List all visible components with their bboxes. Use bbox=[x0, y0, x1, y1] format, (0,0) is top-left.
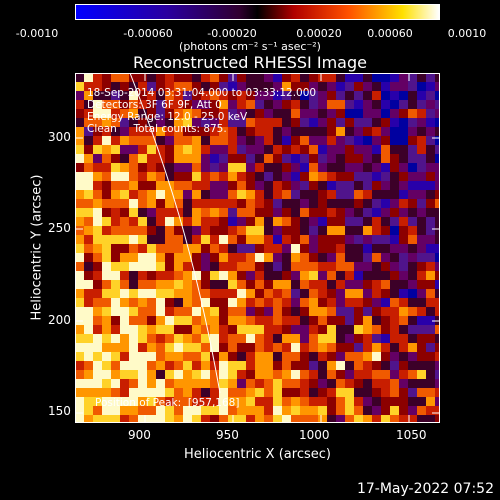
colorbar-tick: -0.00060 bbox=[123, 27, 173, 40]
y-tick-label: 250 bbox=[48, 221, 71, 235]
colorbar-tick: -0.0010 bbox=[15, 27, 59, 40]
time-range-label: 18-Sep-2014 03:31:04.000 to 03:33:12.000 bbox=[87, 87, 317, 99]
y-axis-label: Heliocentric Y (arcsec) bbox=[29, 174, 45, 321]
solar-limb-curve bbox=[129, 73, 221, 394]
y-tick-label: 200 bbox=[48, 313, 71, 327]
y-tick-label: 150 bbox=[48, 404, 71, 418]
image-pixels bbox=[75, 73, 440, 423]
axis-ticks bbox=[75, 73, 440, 423]
plot-title: Reconstructed RHESSI Image bbox=[133, 53, 367, 72]
colorbar-tick: -0.00020 bbox=[207, 27, 257, 40]
x-axis-label: Heliocentric X (arcsec) bbox=[184, 447, 331, 462]
colorbar-units: (photons cm⁻² s⁻¹ asec⁻²) bbox=[179, 40, 321, 53]
clean-counts-label: Clean Total counts: 875. bbox=[87, 123, 227, 135]
colorbar-gradient bbox=[76, 5, 439, 19]
colorbar bbox=[75, 4, 440, 20]
image-canvas bbox=[75, 73, 440, 423]
energy-range-label: Energy Range: 12.0 - 25.0 keV bbox=[87, 111, 248, 123]
x-tick-label: 1050 bbox=[396, 428, 427, 442]
date-stamp: 17-May-2022 07:52 bbox=[356, 481, 494, 497]
rhessi-image: 18-Sep-2014 03:31:04.000 to 03:33:12.000… bbox=[75, 73, 440, 423]
x-tick-label: 900 bbox=[128, 428, 151, 442]
colorbar-tick: 0.0010 bbox=[447, 27, 487, 40]
detectors-label: Detectors: 3F 6F 9F, Att 0 bbox=[87, 99, 222, 111]
x-tick-label: 950 bbox=[216, 428, 239, 442]
x-tick-label: 1000 bbox=[299, 428, 330, 442]
peak-position-label: Position of Peak: [957,168] bbox=[95, 397, 240, 409]
y-tick-label: 300 bbox=[48, 130, 71, 144]
colorbar-tick: 0.00060 bbox=[367, 27, 413, 40]
colorbar-tick: 0.00020 bbox=[296, 27, 342, 40]
plot-frame bbox=[75, 73, 440, 423]
